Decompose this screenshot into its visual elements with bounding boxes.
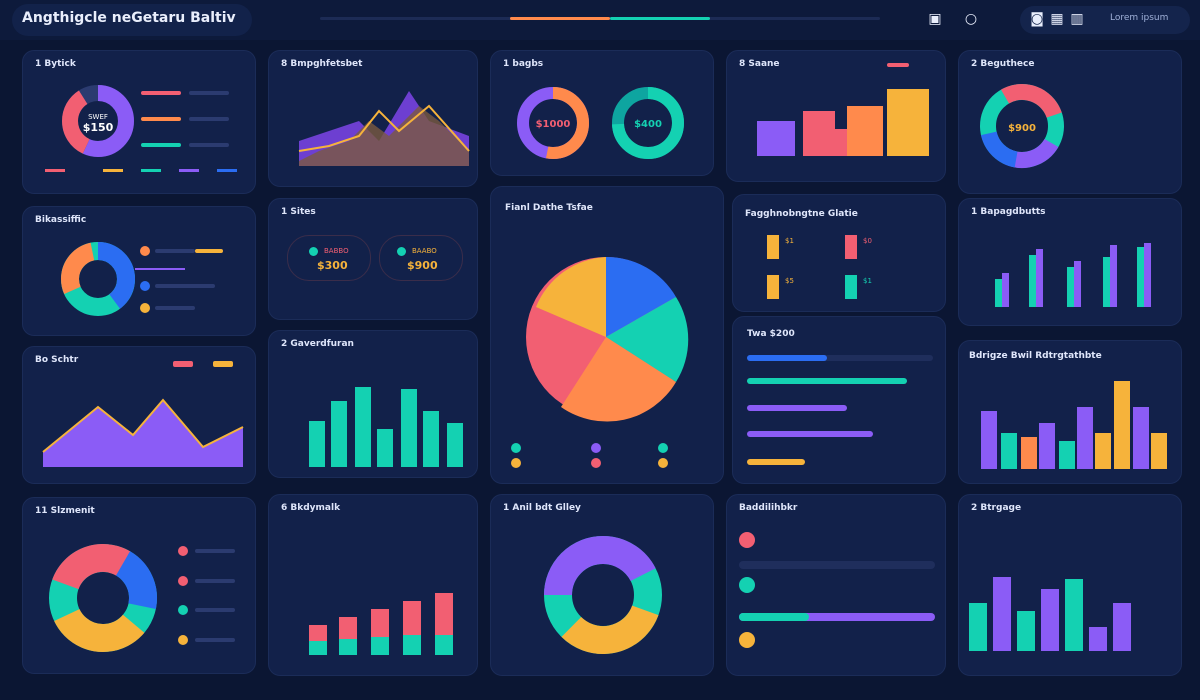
metric-value: $1 <box>785 237 794 245</box>
header-progress <box>320 17 880 20</box>
card-c8[interactable]: Fianl Dathe Tsfae <box>490 186 724 484</box>
metric-dot <box>397 247 406 256</box>
card-c2[interactable]: 8 Bmpghfetsbet <box>268 50 478 187</box>
card-c13[interactable]: Bdrigze Bwil Rdtrgtathbte <box>958 340 1182 484</box>
app-title: Angthigcle neGetaru Baltiv <box>22 10 236 26</box>
metric-dot <box>309 247 318 256</box>
card-title: 2 Btrgage <box>971 503 1022 513</box>
card-c4[interactable]: 8 Saane <box>726 50 946 182</box>
bar-chart-3 <box>969 577 1131 651</box>
grouped-bar-chart <box>995 243 1151 307</box>
metric-pill-2 <box>379 235 463 281</box>
card-title: 8 Bmpghfetsbet <box>281 59 363 69</box>
pie-chart <box>511 256 689 468</box>
title-pill <box>12 4 252 36</box>
card-c17[interactable]: Baddilihbkr <box>726 494 946 676</box>
metric-bar <box>767 235 779 259</box>
metric-value: $0 <box>863 237 872 245</box>
document-icon[interactable]: ▣ <box>928 11 942 27</box>
card-title: 6 Bkdymalk <box>281 503 341 513</box>
card-title: Fagghnobngtne Glatie <box>745 209 858 219</box>
metric-value: $300 <box>317 259 348 272</box>
metric-pill-1 <box>287 235 371 281</box>
card-title: Bo Schtr <box>35 355 79 365</box>
metric-bar <box>845 275 857 299</box>
card-title: Bikassiffic <box>35 215 87 225</box>
horizontal-bars <box>747 355 933 465</box>
dual-donut: $1000 $400 <box>517 87 684 159</box>
donut-chart-2 <box>61 242 223 316</box>
metric-value: $900 <box>407 259 438 272</box>
donut-value: $400 <box>634 119 662 130</box>
donut-chart-4 <box>544 536 662 654</box>
card-c15[interactable]: 6 Bkdymalk <box>268 494 478 676</box>
donut-value: $900 <box>1008 123 1036 134</box>
card-c1[interactable]: 1 Bytick SWEF $150 <box>22 50 256 194</box>
card-title: 2 Beguthece <box>971 59 1035 69</box>
card-title: 1 Bytick <box>35 59 76 69</box>
metric-bar <box>845 235 857 259</box>
card-title: 1 Sites <box>281 207 316 217</box>
donut-chart-3 <box>49 544 235 653</box>
card-c10[interactable]: 1 Bapagdbutts <box>958 198 1182 326</box>
area-chart <box>42 361 244 467</box>
card-c12b[interactable]: Twa $200 <box>732 316 946 484</box>
donut-label: SWEF <box>88 113 108 121</box>
card-title: 11 Slzmenit <box>35 506 95 516</box>
card-c7[interactable]: 1 Sites BABBO $300 BAABO $900 <box>268 198 478 320</box>
top-pill <box>1020 6 1190 34</box>
card-c11[interactable]: Bo Schtr <box>22 346 256 484</box>
card-title: Twa $200 <box>747 329 795 339</box>
top-pill-text: Lorem ipsum <box>1110 13 1169 23</box>
donut-chart: SWEF $150 <box>45 85 237 172</box>
card-c16[interactable]: 1 Anil bdt Glley <box>490 494 714 676</box>
metric-bar <box>767 275 779 299</box>
chart-icon[interactable]: ▥ <box>1070 11 1084 27</box>
card-c16a[interactable]: 11 Slzmenit <box>22 497 256 674</box>
search-icon[interactable]: ○ <box>964 11 978 27</box>
area-chart-2 <box>298 91 470 166</box>
bar-chart-2 <box>757 63 929 156</box>
card-title: Bdrigze Bwil Rdtrgtathbte <box>969 351 1102 361</box>
metric-label: BAABO <box>412 247 437 255</box>
metric-value: $5 <box>785 277 794 285</box>
card-c9[interactable]: Fagghnobngtne Glatie $1 $0 $5 $1 <box>732 194 946 312</box>
card-title: Baddilihbkr <box>739 503 798 513</box>
card-c6[interactable]: Bikassiffic <box>22 206 256 336</box>
progress-list <box>739 532 935 648</box>
grid-icon[interactable]: ▦ <box>1050 11 1064 27</box>
camera-icon[interactable]: ◙ <box>1030 11 1044 27</box>
card-title: 8 Saane <box>739 59 780 69</box>
card-c5[interactable]: 2 Beguthece $900 <box>958 50 1182 194</box>
card-title: Fianl Dathe Tsfae <box>505 203 593 213</box>
donut-chart-5: $900 <box>980 84 1064 168</box>
card-c3[interactable]: 1 bagbs $1000 $400 <box>490 50 714 176</box>
bar-chart <box>309 387 463 467</box>
card-title: 2 Gaverdfuran <box>281 339 354 349</box>
donut-value: $1000 <box>536 119 571 130</box>
card-title: 1 Anil bdt Glley <box>503 503 581 513</box>
multicolor-bar-chart <box>981 381 1167 469</box>
card-c12[interactable]: 2 Gaverdfuran <box>268 330 478 478</box>
metric-value: $1 <box>863 277 872 285</box>
card-title: 1 bagbs <box>503 59 544 69</box>
card-title: 1 Bapagdbutts <box>971 207 1046 217</box>
stacked-bar-chart <box>309 593 453 655</box>
card-c18[interactable]: 2 Btrgage <box>958 494 1182 676</box>
donut-value: $150 <box>83 121 114 134</box>
metric-label: BABBO <box>324 247 349 255</box>
